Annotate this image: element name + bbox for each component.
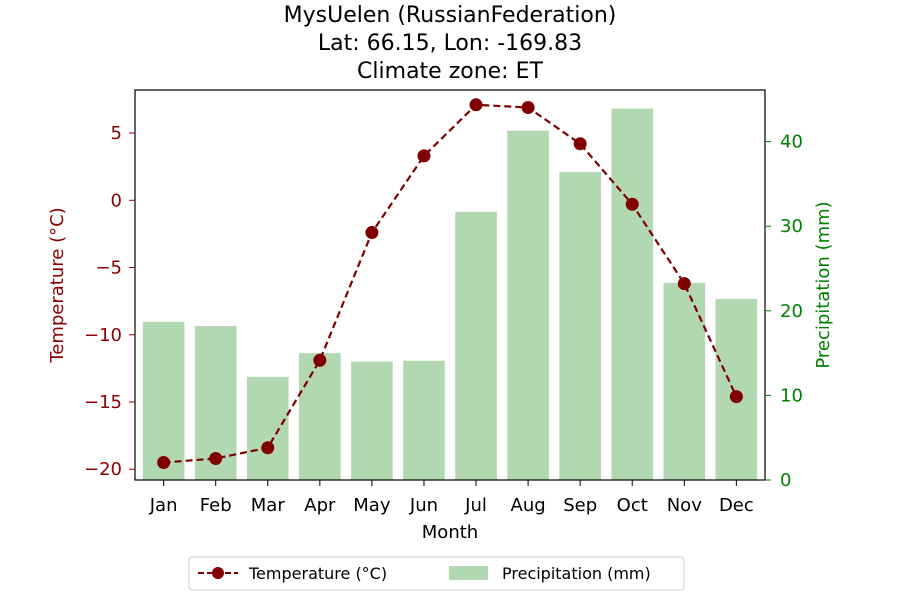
- temperature-point-jun: [417, 149, 431, 163]
- x-tick-label: Jan: [149, 495, 178, 516]
- plot-frame: [134, 89, 766, 481]
- precipitation-bar-aug: [507, 130, 549, 481]
- temperature-point-jan: [157, 456, 171, 470]
- x-tick-label: May: [353, 495, 391, 516]
- temperature-point-oct: [625, 197, 639, 211]
- precipitation-bar-mar: [246, 376, 289, 480]
- precipitation-bar-nov: [663, 282, 706, 480]
- x-axis-label: Month: [422, 522, 478, 543]
- precipitation-bar-jul: [455, 211, 497, 480]
- x-tick-label: Aug: [511, 495, 546, 516]
- x-tick-label: Dec: [719, 495, 754, 516]
- x-tick-label: Nov: [667, 495, 702, 516]
- x-tick-label: Apr: [304, 495, 336, 516]
- chart-title-line-2: Lat: 66.15, Lon: -169.83: [318, 31, 582, 56]
- temperature-point-apr: [313, 353, 327, 367]
- temperature-point-nov: [677, 277, 691, 291]
- x-tick-label: Mar: [251, 495, 286, 516]
- x-tick-label: Feb: [200, 495, 232, 516]
- legend-box: [188, 556, 685, 591]
- precipitation-tick-label: 30: [780, 216, 803, 237]
- precipitation-tick-label: 40: [780, 132, 803, 153]
- precipitation-tick-label: 0: [780, 470, 791, 491]
- precipitation-bar-jan: [142, 321, 185, 480]
- temperature-axis: −20 −15 −10 −5 0 5: [84, 123, 135, 480]
- precipitation-bars: [142, 108, 758, 481]
- legend-temperature-marker: [212, 567, 224, 579]
- temperature-tick-label: −10: [84, 325, 122, 346]
- x-tick-label: Oct: [617, 495, 648, 516]
- precipitation-bar-may: [351, 361, 393, 480]
- legend-precipitation-label: Precipitation (mm): [502, 564, 651, 583]
- precipitation-bar-oct: [611, 108, 654, 480]
- temperature-series: [157, 98, 743, 470]
- temperature-tick-label: −15: [84, 392, 122, 413]
- precipitation-tick-label: 20: [780, 301, 803, 322]
- legend: Temperature (°C) Precipitation (mm): [188, 556, 685, 591]
- precipitation-axis: 0 10 20 30 40: [765, 132, 803, 491]
- precipitation-bar-dec: [715, 298, 758, 480]
- precipitation-axis-label: Precipitation (mm): [813, 201, 834, 368]
- x-axis: Jan Feb Mar Apr May Jun Jul Aug Sep Oct Nov Dec: [149, 480, 754, 516]
- x-tick-label: Jul: [464, 495, 487, 516]
- x-tick-label: Sep: [563, 495, 597, 516]
- temperature-axis-label: Temperature (°C): [47, 207, 68, 363]
- precipitation-tick-label: 10: [780, 385, 803, 406]
- legend-precipitation-swatch: [449, 566, 488, 580]
- temperature-tick-label: −20: [84, 459, 122, 480]
- chart-title-line-1: MysUelen (RussianFederation): [284, 3, 617, 28]
- x-tick-label: Jun: [409, 495, 438, 516]
- precipitation-bar-sep: [559, 172, 601, 480]
- temperature-point-sep: [573, 137, 587, 151]
- temperature-point-jul: [469, 98, 483, 112]
- temperature-point-feb: [209, 451, 223, 465]
- temperature-point-mar: [261, 441, 275, 455]
- chart-title-line-3: Climate zone: ET: [357, 59, 543, 84]
- temperature-line: [163, 103, 738, 464]
- temperature-tick-label: −5: [95, 258, 122, 279]
- temperature-point-dec: [729, 390, 743, 404]
- temperature-tick-label: 5: [111, 123, 122, 144]
- temperature-point-may: [365, 226, 379, 240]
- temperature-point-aug: [521, 100, 535, 114]
- precipitation-bar-jun: [403, 360, 445, 480]
- legend-temperature-label: Temperature (°C): [248, 564, 387, 583]
- precipitation-bar-apr: [299, 353, 341, 480]
- temperature-tick-label: 0: [111, 190, 122, 211]
